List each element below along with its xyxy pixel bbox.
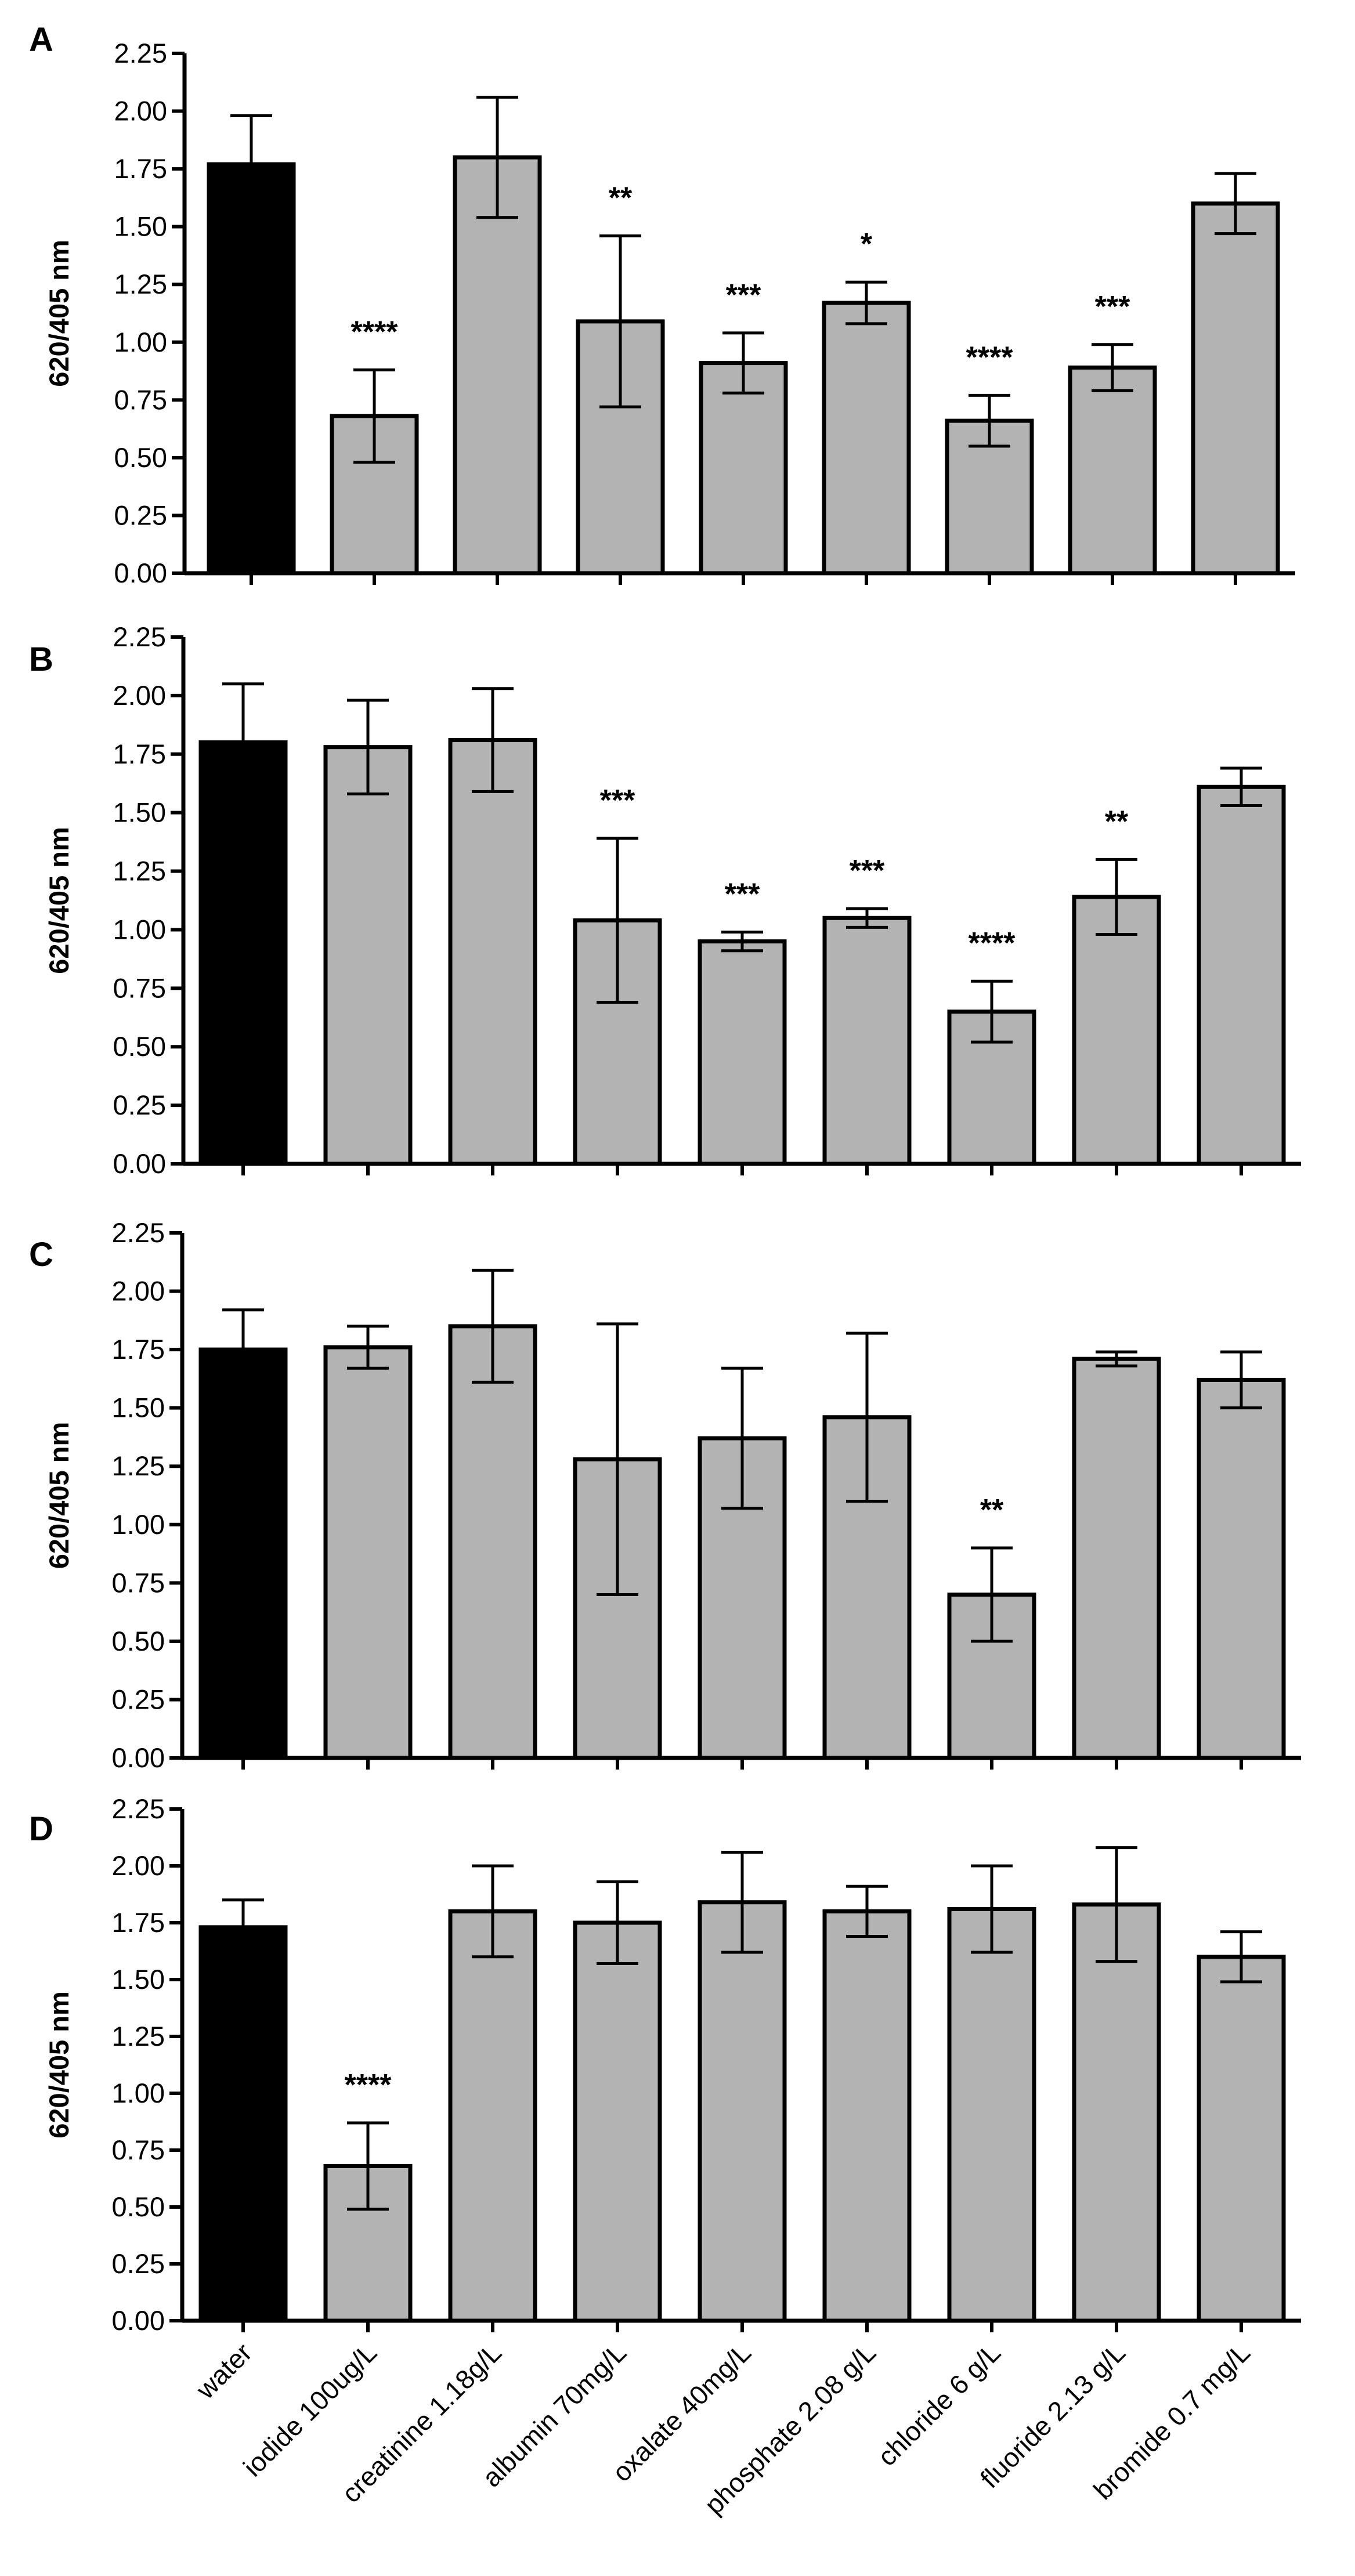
bar-d-7 xyxy=(1072,1902,1161,2323)
y-tick-label-c-4: 1.00 xyxy=(112,1509,165,1540)
y-tick-label-d-3: 0.75 xyxy=(112,2134,165,2165)
bar-d-5 xyxy=(822,1909,912,2323)
y-axis-label-b: 620/405 nm xyxy=(44,827,74,974)
bar-b-8 xyxy=(1197,784,1286,1166)
y-tick-label-a-0: 0.00 xyxy=(114,558,167,588)
y-tick-label-c-6: 1.50 xyxy=(112,1392,165,1423)
significance-b-3: *** xyxy=(600,784,635,817)
category-label-0: water xyxy=(190,2337,258,2405)
y-axis-label-d: 620/405 nm xyxy=(44,1991,74,2138)
y-tick-label-c-7: 1.75 xyxy=(112,1334,165,1365)
bar-a-7 xyxy=(1068,366,1157,576)
y-tick-label-a-3: 0.75 xyxy=(114,384,167,415)
y-tick-label-b-5: 1.25 xyxy=(113,856,166,887)
panel-label-c: C xyxy=(29,1236,53,1273)
bar-c-1 xyxy=(323,1345,413,1760)
significance-a-6: **** xyxy=(966,341,1014,374)
bar-c-2 xyxy=(448,1324,537,1760)
y-axis-label-a: 620/405 nm xyxy=(44,240,74,386)
y-tick-label-b-7: 1.75 xyxy=(113,739,166,769)
bar-b-0 xyxy=(198,740,288,1166)
bar-b-5 xyxy=(822,916,912,1166)
y-tick-label-b-9: 2.25 xyxy=(113,621,166,652)
y-tick-label-d-2: 0.50 xyxy=(112,2191,165,2222)
significance-a-7: *** xyxy=(1095,290,1130,324)
y-tick-label-d-9: 2.25 xyxy=(112,1793,165,1824)
y-tick-label-c-1: 0.25 xyxy=(112,1684,165,1714)
y-tick-label-d-1: 0.25 xyxy=(112,2248,165,2279)
bar-a-0 xyxy=(207,162,296,576)
category-label-1: iodide 100ug/L xyxy=(237,2337,382,2482)
y-tick-label-b-0: 0.00 xyxy=(113,1148,166,1179)
y-tick-label-c-3: 0.75 xyxy=(112,1567,165,1598)
panel-label-a: A xyxy=(29,21,53,59)
y-tick-label-c-9: 2.25 xyxy=(112,1217,165,1248)
y-tick-label-a-8: 2.00 xyxy=(114,96,167,126)
bar-d-2 xyxy=(448,1909,537,2323)
y-tick-label-a-7: 1.75 xyxy=(114,153,167,184)
y-tick-label-a-5: 1.25 xyxy=(114,269,167,299)
y-tick-label-c-0: 0.00 xyxy=(112,1742,165,1773)
y-tick-label-d-6: 1.50 xyxy=(112,1964,165,1995)
y-tick-label-d-7: 1.75 xyxy=(112,1907,165,1938)
y-tick-label-b-1: 0.25 xyxy=(113,1090,166,1120)
significance-b-4: *** xyxy=(725,877,760,911)
significance-d-1: **** xyxy=(345,2068,392,2102)
significance-c-6: ** xyxy=(980,1493,1004,1527)
bar-c-8 xyxy=(1197,1377,1286,1760)
y-tick-label-b-4: 1.00 xyxy=(113,914,166,945)
significance-b-5: *** xyxy=(850,854,885,888)
y-tick-label-a-4: 1.00 xyxy=(114,327,167,357)
significance-a-4: *** xyxy=(726,278,761,312)
y-tick-label-c-5: 1.25 xyxy=(112,1450,165,1481)
bar-b-2 xyxy=(448,738,537,1166)
significance-a-5: * xyxy=(861,227,873,261)
significance-a-3: ** xyxy=(609,182,633,215)
bar-d-8 xyxy=(1197,1955,1286,2323)
y-tick-label-d-4: 1.00 xyxy=(112,2078,165,2108)
y-tick-label-d-5: 1.25 xyxy=(112,2021,165,2052)
y-tick-label-c-8: 2.00 xyxy=(112,1276,165,1307)
bar-d-6 xyxy=(947,1906,1036,2323)
y-tick-label-b-6: 1.50 xyxy=(113,797,166,828)
y-tick-label-c-2: 0.50 xyxy=(112,1626,165,1656)
bar-a-4 xyxy=(699,361,788,576)
bar-d-4 xyxy=(698,1900,787,2323)
y-tick-label-d-8: 2.00 xyxy=(112,1850,165,1881)
bar-d-0 xyxy=(198,1925,288,2323)
y-axis-label-c: 620/405 nm xyxy=(44,1422,74,1569)
y-tick-label-b-8: 2.00 xyxy=(113,680,166,711)
y-tick-label-d-0: 0.00 xyxy=(112,2305,165,2336)
bar-b-7 xyxy=(1072,895,1161,1166)
y-tick-label-a-9: 2.25 xyxy=(114,38,167,68)
bar-a-2 xyxy=(453,155,542,576)
y-tick-label-b-2: 0.50 xyxy=(113,1031,166,1062)
bar-b-1 xyxy=(323,745,413,1166)
bar-a-5 xyxy=(822,301,911,576)
panel-label-b: B xyxy=(29,641,53,678)
bar-a-8 xyxy=(1191,201,1280,576)
panel-label-d: D xyxy=(29,1810,53,1848)
significance-b-7: ** xyxy=(1105,805,1129,838)
category-label-6: chloride 6 g/L xyxy=(872,2337,1006,2472)
y-tick-label-b-3: 0.75 xyxy=(113,972,166,1003)
bar-b-4 xyxy=(698,939,787,1166)
bar-d-3 xyxy=(573,1920,662,2323)
significance-a-1: **** xyxy=(351,316,399,349)
bar-c-7 xyxy=(1072,1356,1161,1760)
significance-b-6: **** xyxy=(969,927,1016,960)
y-tick-label-a-2: 0.50 xyxy=(114,442,167,473)
y-tick-label-a-1: 0.25 xyxy=(114,500,167,530)
y-tick-label-a-6: 1.50 xyxy=(114,211,167,242)
bar-c-0 xyxy=(198,1347,288,1760)
